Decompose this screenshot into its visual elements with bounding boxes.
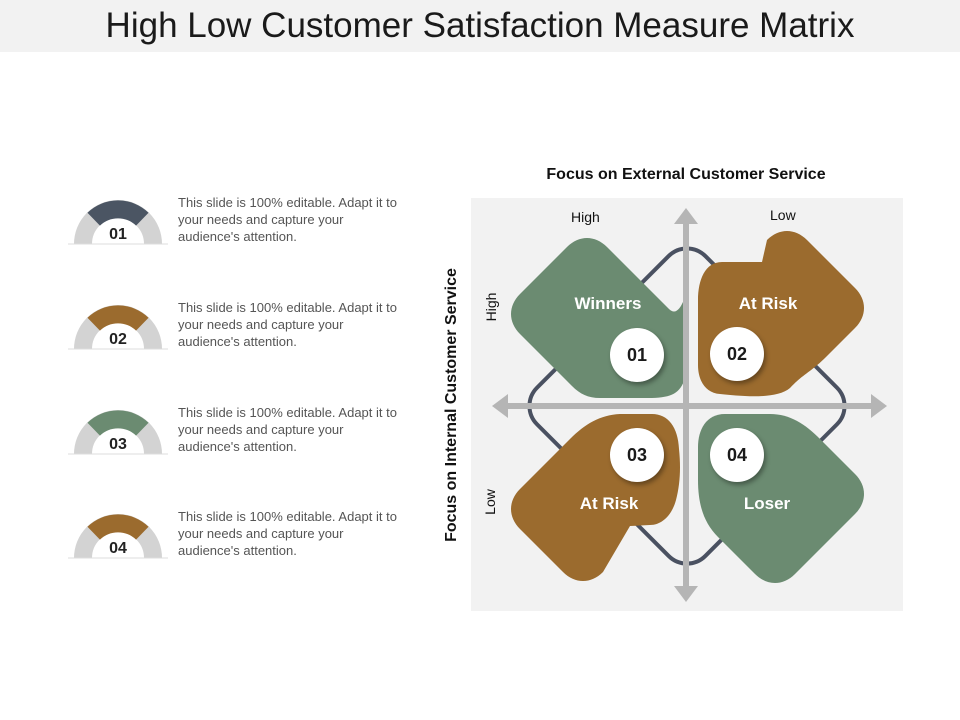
- gauge-icon: 03: [68, 406, 168, 462]
- quadrant-01-badge: 01: [610, 328, 664, 382]
- quadrant-02-label: At Risk: [738, 294, 798, 313]
- item-description: This slide is 100% editable. Adapt it to…: [178, 405, 397, 454]
- item-number: 04: [109, 540, 127, 557]
- axis-arrow-left-icon: [492, 394, 508, 418]
- item-description: This slide is 100% editable. Adapt it to…: [178, 195, 397, 244]
- list-item-4: 04 This slide is 100% editable. Adapt it…: [68, 509, 408, 580]
- quadrant-03-label: At Risk: [579, 494, 639, 513]
- item-number: 01: [109, 226, 127, 243]
- gauge-icon: 04: [68, 510, 168, 566]
- quadrant-03-badge: 03: [610, 428, 664, 482]
- list-item-3: 03 This slide is 100% editable. Adapt it…: [68, 405, 408, 476]
- gauge-icon: 02: [68, 301, 168, 357]
- quadrant-02-badge: 02: [710, 327, 764, 381]
- axis-arrow-down-icon: [674, 586, 698, 602]
- badge-number: 04: [726, 445, 748, 465]
- badge-number: 03: [626, 445, 648, 465]
- item-description: This slide is 100% editable. Adapt it to…: [178, 509, 397, 558]
- x-low-label: Low: [770, 207, 796, 223]
- gauge-icon: 01: [68, 196, 168, 252]
- quadrant-04-badge: 04: [710, 428, 764, 482]
- item-number: 02: [109, 331, 127, 348]
- quadrant-01-label: Winners: [574, 294, 642, 313]
- x-axis-title: Focus on External Customer Service: [546, 166, 826, 183]
- x-high-label: High: [571, 209, 600, 225]
- badge-number: 01: [626, 345, 648, 365]
- quadrant-04-label: Loser: [743, 494, 791, 513]
- list-item-2: 02 This slide is 100% editable. Adapt it…: [68, 300, 408, 371]
- item-number: 03: [109, 436, 127, 453]
- item-description: This slide is 100% editable. Adapt it to…: [178, 300, 397, 349]
- title-bar: [0, 0, 960, 52]
- axis-arrow-up-icon: [674, 208, 698, 224]
- slide-title: High Low Customer Satisfaction Measure M…: [105, 6, 855, 45]
- badge-number: 02: [726, 344, 748, 364]
- list-item-1: 01 This slide is 100% editable. Adapt it…: [68, 195, 408, 266]
- axis-arrow-right-icon: [871, 394, 887, 418]
